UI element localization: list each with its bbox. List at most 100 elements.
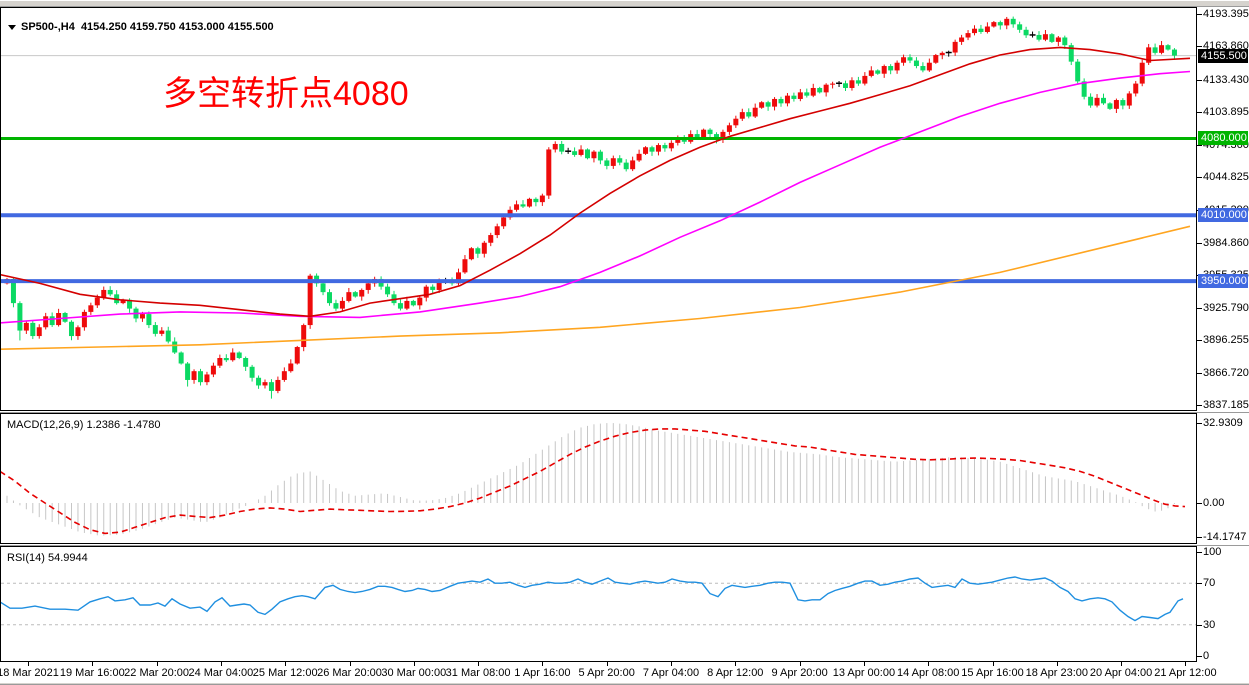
price-axis-label: 3925.790 <box>1203 301 1249 314</box>
candle-body <box>739 112 745 119</box>
axis-tick <box>1197 624 1202 626</box>
candle-body <box>236 352 242 359</box>
rsi-line <box>1 576 1184 622</box>
candle-body <box>281 371 287 380</box>
time-axis-tick <box>1056 662 1058 666</box>
candle-body <box>346 292 352 301</box>
axis-tick <box>1197 112 1202 114</box>
candle-body <box>359 289 365 297</box>
price-axis-label: 3984.860 <box>1203 236 1249 249</box>
macd-chart[interactable] <box>1 414 1196 543</box>
ma-mid-magenta <box>1 70 1191 324</box>
candle-body <box>1120 100 1126 106</box>
price-axis-label: 4103.895 <box>1203 106 1249 119</box>
candle-body <box>1152 47 1158 53</box>
ma-fast-red <box>1 46 1191 318</box>
axis-tick <box>1197 177 1202 179</box>
candle-body <box>830 83 836 85</box>
candle-body <box>1049 34 1055 42</box>
time-axis-tick <box>220 662 222 666</box>
candle-body <box>139 314 145 319</box>
candle-body <box>75 327 81 337</box>
candle-body <box>1068 45 1074 62</box>
candle-body <box>533 198 539 203</box>
rsi-chart[interactable] <box>1 547 1196 661</box>
candle-body <box>759 102 765 108</box>
time-axis-label: 30 Mar 00:00 <box>381 667 447 679</box>
candle-body <box>984 26 990 32</box>
candle-body <box>1055 37 1061 42</box>
candle-body <box>152 325 158 334</box>
candle-body <box>733 118 739 126</box>
macd-indicator-pane[interactable]: MACD(12,26,9) 1.2386 -1.4780 <box>0 413 1197 544</box>
candle-body <box>520 204 526 207</box>
candle-body <box>423 286 429 298</box>
candle-body <box>610 158 616 166</box>
candle-body <box>952 41 958 53</box>
candle-body <box>797 92 803 99</box>
candle-body <box>30 322 36 337</box>
chart-annotation-text: 多空转折点4080 <box>163 75 409 113</box>
price-chart-pane[interactable]: SP500-,H4 4154.250 4159.750 4153.000 415… <box>0 7 1197 411</box>
time-axis-tick <box>1185 662 1187 666</box>
pane-separator[interactable] <box>0 411 1249 413</box>
candle-body <box>243 358 249 367</box>
candle-body <box>933 55 939 63</box>
candle-body <box>1081 81 1087 97</box>
price-axis-badge: 3950.000 <box>1198 274 1248 289</box>
candle-body <box>101 289 107 298</box>
axis-tick <box>1197 307 1202 309</box>
candle-body <box>655 145 661 152</box>
time-axis-label: 18 Mar 2021 <box>0 667 59 679</box>
time-axis-label: 31 Mar 08:00 <box>445 667 511 679</box>
candle-body <box>1139 62 1145 84</box>
candle-body <box>772 98 778 107</box>
candle-body <box>94 297 100 306</box>
rsi-indicator-pane[interactable]: RSI(14) 54.9944 <box>0 546 1197 662</box>
candle-body <box>1062 37 1068 46</box>
time-axis-label: 20 Apr 04:00 <box>1089 667 1153 679</box>
open-value: 4154.250 <box>80 21 127 33</box>
candle-body <box>817 87 823 93</box>
axis-tick <box>1197 46 1202 48</box>
candle-body <box>894 62 900 71</box>
candle-body <box>69 321 74 337</box>
macd-label: MACD(12,26,9) 1.2386 -1.4780 <box>7 419 161 431</box>
candle-body <box>249 366 255 378</box>
candle-body <box>668 142 674 149</box>
axis-tick <box>1197 583 1202 585</box>
candle-body <box>694 134 700 139</box>
time-axis-label: 1 Apr 16:00 <box>514 667 571 679</box>
candle-body <box>1126 93 1132 106</box>
candle-body <box>765 102 771 107</box>
axis-tick <box>1197 423 1202 424</box>
candlestick-chart[interactable] <box>1 8 1196 410</box>
pane-separator[interactable] <box>0 544 1249 546</box>
candle-body <box>468 248 474 260</box>
candle-body <box>17 303 23 331</box>
candle-body <box>791 95 797 99</box>
candle-body <box>855 80 861 84</box>
candle-body <box>881 66 887 74</box>
time-axis-label: 9 Apr 20:00 <box>771 667 828 679</box>
candle-body <box>404 300 410 309</box>
candle-body <box>288 363 294 372</box>
candle-body <box>546 149 552 196</box>
symbol-timeframe: SP500-,H4 <box>21 21 75 33</box>
candle-body <box>991 22 997 27</box>
candle-body <box>230 352 236 361</box>
time-axis-label: 18 Apr 23:00 <box>1025 667 1088 679</box>
candle-body <box>1042 34 1048 40</box>
price-axis-badge: 4010.000 <box>1198 208 1248 223</box>
candle-body <box>436 281 442 290</box>
macd-axis-label: -14.1747 <box>1203 531 1247 544</box>
axis-tick <box>1197 340 1202 342</box>
candle-body <box>43 316 49 328</box>
candle-body <box>1107 103 1113 109</box>
candle-body <box>210 365 216 375</box>
axis-tick <box>1197 14 1202 15</box>
candle-body <box>997 22 1003 26</box>
candle-body <box>907 57 913 61</box>
price-axis-label: 3866.720 <box>1203 366 1249 379</box>
candle-body <box>526 198 532 207</box>
